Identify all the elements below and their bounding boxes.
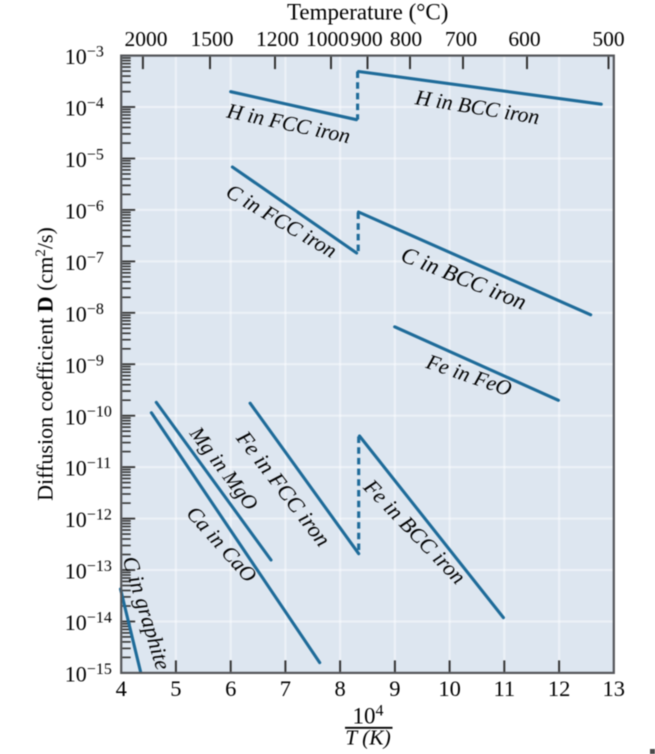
svg-text:11: 11 — [493, 676, 515, 701]
svg-text:8: 8 — [334, 676, 345, 701]
svg-text:600: 600 — [508, 27, 540, 51]
svg-text:Temperature (°C): Temperature (°C) — [287, 0, 448, 25]
svg-text:2000: 2000 — [125, 27, 168, 51]
svg-text:1000: 1000 — [306, 27, 349, 51]
svg-text:10−3: 10−3 — [65, 44, 104, 70]
svg-text:1200: 1200 — [256, 27, 299, 51]
svg-text:1500: 1500 — [191, 27, 234, 51]
svg-text:4: 4 — [116, 676, 127, 701]
svg-text:10−4: 10−4 — [65, 95, 104, 121]
svg-text:9: 9 — [389, 676, 400, 701]
svg-text:7: 7 — [280, 676, 291, 701]
svg-text:12: 12 — [548, 676, 571, 701]
svg-text:800: 800 — [390, 27, 422, 51]
svg-text:10−10: 10−10 — [65, 404, 112, 430]
svg-text:10−15: 10−15 — [65, 661, 112, 687]
svg-text:10: 10 — [438, 676, 461, 701]
svg-text:5: 5 — [170, 676, 181, 701]
svg-text:10−5: 10−5 — [65, 147, 104, 173]
svg-text:500: 500 — [592, 27, 624, 51]
svg-text:10−11: 10−11 — [65, 455, 111, 481]
svg-text:900: 900 — [350, 27, 382, 51]
svg-text:10−13: 10−13 — [65, 558, 112, 584]
svg-text:10−9: 10−9 — [65, 352, 104, 378]
svg-text:T (K): T (K) — [345, 726, 391, 750]
svg-text:10−14: 10−14 — [65, 610, 112, 636]
svg-text:10−7: 10−7 — [65, 249, 104, 275]
svg-text:6: 6 — [225, 676, 236, 701]
svg-text:10−12: 10−12 — [65, 507, 112, 533]
svg-text:Diffusion coefficient D (cm2/s: Diffusion coefficient D (cm2/s) — [33, 227, 58, 501]
svg-text:10−6: 10−6 — [65, 198, 104, 224]
svg-text:700: 700 — [445, 27, 477, 51]
svg-text:10−8: 10−8 — [65, 301, 104, 327]
svg-text:13: 13 — [603, 676, 626, 701]
